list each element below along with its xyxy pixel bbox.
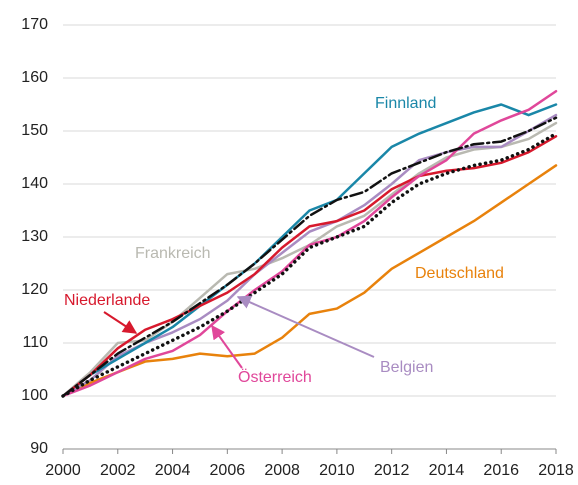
annotation-arrow — [236, 295, 375, 358]
y-tick-label: 140 — [21, 175, 48, 192]
series-line — [61, 90, 558, 398]
lines — [61, 90, 558, 398]
series-line — [61, 116, 558, 398]
x-tick-label: 2014 — [429, 462, 465, 479]
series-line — [61, 103, 558, 398]
series-line — [61, 164, 558, 398]
series-label: Niederlande — [64, 292, 150, 309]
y-tick-label: 100 — [21, 387, 48, 404]
x-tick-label: 2008 — [264, 462, 300, 479]
y-tick-label: 160 — [21, 69, 48, 86]
y-tick-label: 110 — [22, 334, 48, 351]
series-label: Belgien — [380, 359, 433, 376]
series-label: Deutschland — [415, 265, 504, 282]
y-tick-label: 120 — [21, 281, 48, 298]
y-tick-label: 130 — [21, 228, 48, 245]
x-tick-label: 2006 — [210, 462, 246, 479]
annotation-arrow — [103, 311, 138, 334]
y-tick-label: 170 — [21, 16, 48, 33]
x-tick-label: 2010 — [319, 462, 355, 479]
x-tick-label: 2002 — [100, 462, 136, 479]
x-tick-label: 2000 — [45, 462, 81, 479]
y-tick-label: 150 — [21, 122, 48, 139]
x-tick-label: 2018 — [538, 462, 574, 479]
x-tick-label: 2016 — [483, 462, 519, 479]
series-label: Österreich — [238, 368, 312, 386]
x-tick-label: 2004 — [155, 462, 191, 479]
labels: 90 100 110 120 130 140 150 160 170 2000 2002 2004 20… — [21, 16, 574, 479]
x-tick-label: 2012 — [374, 462, 410, 479]
series-label: Frankreich — [135, 245, 211, 262]
series-line — [61, 131, 558, 398]
annotation-arrow — [211, 324, 243, 369]
y-tick-label: 90 — [30, 440, 48, 457]
series-label: Finnland — [375, 95, 436, 112]
grid — [62, 24, 557, 454]
series-line — [61, 135, 558, 398]
